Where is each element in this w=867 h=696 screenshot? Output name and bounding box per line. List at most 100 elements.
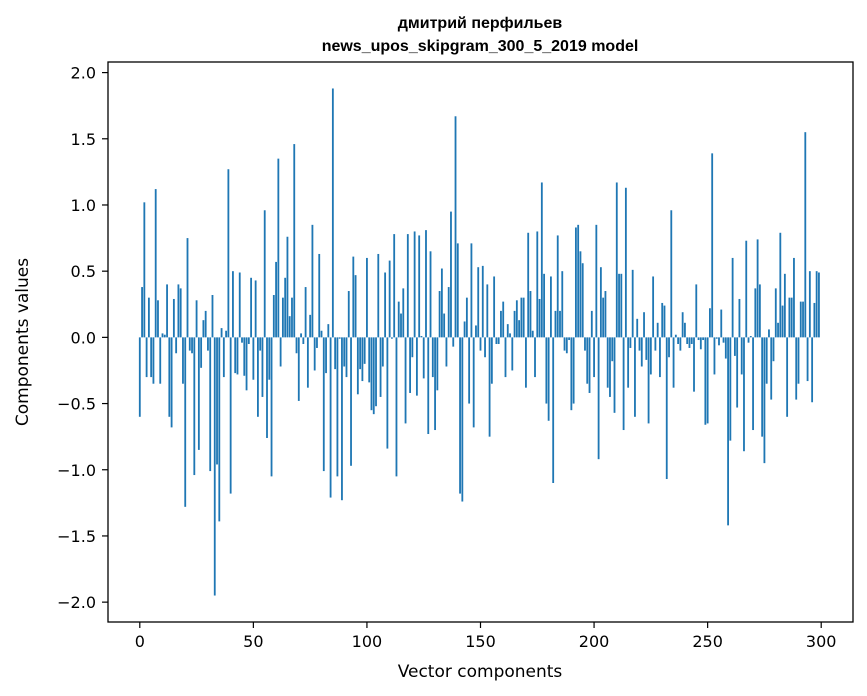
bar-156: [493, 276, 496, 338]
bar-32: [211, 295, 214, 338]
bar-42: [234, 337, 237, 374]
bar-53: [259, 337, 262, 351]
bar-267: [745, 240, 748, 338]
bar-176: [538, 298, 541, 338]
bar-246: [697, 337, 700, 341]
bar-85: [331, 88, 334, 338]
bar-68: [293, 144, 296, 338]
bar-29: [204, 310, 207, 338]
bar-123: [418, 235, 421, 338]
bar-129: [431, 337, 434, 378]
bar-141: [459, 337, 461, 494]
bar-106: [379, 337, 382, 397]
bar-281: [777, 322, 779, 338]
bar-260: [729, 337, 732, 441]
bar-2: [143, 202, 146, 338]
bar-170: [525, 337, 527, 388]
bar-219: [636, 318, 639, 338]
bar-83: [327, 324, 330, 338]
bar-220: [638, 337, 641, 351]
bar-235: [672, 337, 675, 388]
x-tick-label-300: 300: [806, 632, 837, 651]
bar-263: [736, 337, 739, 408]
bar-70: [297, 337, 300, 401]
x-tick-label-50: 50: [243, 632, 263, 651]
bar-99: [363, 337, 366, 364]
bar-61: [277, 158, 280, 338]
bar-280: [774, 288, 777, 338]
bar-82: [325, 337, 327, 374]
bar-58: [270, 337, 273, 477]
x-tick-label-0: 0: [135, 632, 145, 651]
bar-179: [545, 337, 548, 404]
bar-177: [540, 182, 543, 338]
bar-161: [504, 337, 507, 378]
bar-207: [609, 337, 611, 397]
bar-173: [531, 330, 534, 338]
bar-139: [454, 116, 457, 338]
bar-197: [586, 337, 589, 384]
bar-218: [634, 337, 636, 417]
bar-184: [556, 235, 559, 338]
bar-8: [157, 300, 159, 338]
bar-245: [695, 284, 698, 338]
bar-52: [257, 337, 259, 417]
bar-254: [715, 337, 718, 339]
bar-206: [606, 337, 609, 388]
bar-45: [241, 337, 243, 343]
bar-134: [443, 313, 446, 338]
bar-102: [370, 337, 373, 411]
bar-80: [320, 330, 323, 338]
bar-238: [679, 337, 682, 351]
bar-17: [177, 284, 180, 338]
bar-204: [602, 297, 605, 338]
bar-251: [709, 308, 711, 338]
bar-244: [693, 337, 695, 392]
bars-layer: [138, 88, 820, 596]
bar-159: [500, 310, 502, 338]
bar-183: [554, 310, 557, 338]
bar-108: [384, 272, 387, 338]
bar-221: [640, 337, 643, 367]
y-axis: 2.0 1.5 1.0 0.5 0.0 −0.5 −1.0 −1.5 −2.0: [57, 64, 108, 612]
bar-241: [686, 337, 689, 344]
bar-185: [559, 310, 561, 338]
bar-157: [495, 337, 498, 344]
bar-234: [670, 210, 673, 338]
bar-222: [643, 312, 645, 338]
bar-148: [475, 325, 477, 338]
bar-96: [356, 337, 359, 395]
bar-59: [272, 295, 275, 338]
bar-168: [520, 297, 523, 338]
bar-103: [372, 337, 375, 415]
bar-54: [261, 337, 264, 397]
bar-232: [665, 337, 668, 480]
bar-194: [579, 251, 582, 338]
bar-57: [268, 337, 271, 380]
bar-60: [275, 261, 277, 338]
x-tick-label-100: 100: [352, 632, 383, 651]
bar-38: [225, 330, 228, 338]
bar-30: [207, 337, 209, 351]
x-tick-label-150: 150: [465, 632, 496, 651]
bar-290: [797, 337, 800, 384]
bar-239: [681, 312, 684, 338]
bar-266: [743, 337, 745, 452]
bar-226: [652, 276, 655, 338]
bar-41: [232, 271, 234, 338]
bar-111: [391, 337, 393, 339]
bar-34: [216, 337, 218, 465]
bar-295: [808, 271, 811, 338]
bar-211: [618, 273, 620, 338]
y-tick-label-7: −1.5: [57, 527, 96, 546]
bar-255: [718, 337, 720, 346]
bar-19: [182, 337, 184, 384]
bar-78: [316, 337, 318, 348]
bar-151: [481, 265, 484, 338]
bar-180: [547, 337, 550, 421]
bar-126: [425, 230, 427, 338]
bar-14: [170, 337, 173, 428]
bar-216: [629, 337, 632, 348]
bar-23: [191, 337, 193, 354]
bar-118: [406, 234, 409, 338]
